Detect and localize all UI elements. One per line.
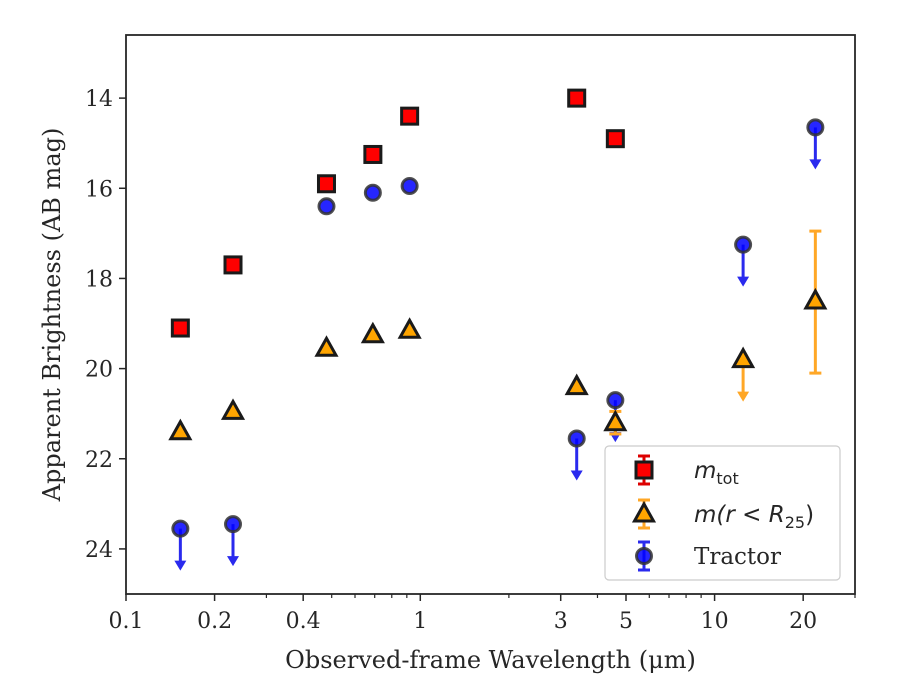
y-tick-label: 20	[85, 358, 113, 383]
mtot-point	[223, 255, 243, 275]
legend-marker-mtot	[634, 460, 654, 480]
x-tick-label: 5	[619, 609, 633, 634]
tractor-upper-limit-arrow-head	[174, 560, 187, 571]
mtot-point	[605, 129, 625, 149]
legend-label-main: m	[694, 458, 716, 484]
tractor-point	[567, 429, 586, 448]
tractor-point	[363, 183, 382, 202]
legend-label-subscript: tot	[716, 469, 738, 488]
y-axis-label: Apparent Brightness (AB mag)	[38, 128, 66, 503]
mr25-point	[360, 321, 385, 344]
x-tick-label: 3	[554, 609, 568, 634]
mtot-point	[400, 106, 420, 126]
x-tick-label: 10	[701, 609, 729, 634]
mr25-point	[397, 317, 422, 339]
x-axis-label: Observed-frame Wavelength (μm)	[285, 646, 696, 674]
tractor-point	[734, 235, 753, 254]
mr25-point	[603, 409, 628, 432]
tractor-upper-limit-arrow-head	[809, 159, 822, 170]
mtot-point	[170, 318, 190, 338]
y-tick-label: 16	[85, 177, 113, 202]
mr25-point	[314, 335, 339, 357]
y-tick-label: 18	[85, 267, 113, 292]
legend-label-subscript: 25	[785, 513, 805, 532]
data-points	[168, 88, 828, 571]
mr25-upper-limit-arrow-head	[737, 391, 750, 402]
tractor-upper-limit-arrow-head	[227, 556, 240, 567]
x-tick-label: 20	[789, 609, 817, 634]
legend-box	[604, 445, 841, 581]
mr25-point	[731, 346, 756, 369]
legend-label-main: m(r < R	[694, 502, 785, 528]
mtot-point	[363, 144, 383, 164]
tractor-upper-limit-arrow-head	[737, 276, 750, 287]
y-tick-label: 22	[85, 448, 113, 473]
legend-marker-mr25	[631, 500, 657, 523]
mr25-point	[168, 418, 193, 441]
x-tick-label: 0.1	[109, 609, 144, 634]
tractor-point	[171, 519, 190, 538]
y-tick-label: 14	[85, 87, 113, 112]
x-tick-label: 1	[413, 609, 427, 634]
mr25-point	[803, 287, 828, 310]
legend: mtot m(r < R25) Tractor	[604, 445, 841, 581]
legend-label-mtot: mtot	[694, 458, 739, 488]
legend-label-tractor: Tractor	[694, 544, 781, 570]
tractor-point	[606, 391, 625, 410]
legend-marker-tractor	[635, 547, 653, 565]
mtot-point	[567, 88, 587, 108]
mr25-point	[564, 373, 589, 396]
tractor-upper-limit-arrow-head	[570, 470, 583, 481]
ticks: 0.1 0.2 0.4 1 3 5 10 20 14 16 18 20 22 24	[85, 87, 856, 634]
y-tick-label: 24	[85, 538, 113, 563]
tractor-point	[317, 197, 336, 216]
mtot-point	[316, 174, 336, 194]
tractor-point	[224, 515, 243, 534]
legend-label-mr25: m(r < R25)	[694, 502, 814, 532]
plot-frame	[125, 34, 856, 595]
legend-label-close: )	[805, 502, 814, 528]
x-tick-label: 0.4	[286, 609, 321, 634]
x-tick-label: 0.2	[197, 609, 232, 634]
tractor-point	[806, 118, 825, 137]
tractor-point	[400, 177, 419, 196]
mr25-point	[220, 398, 246, 420]
